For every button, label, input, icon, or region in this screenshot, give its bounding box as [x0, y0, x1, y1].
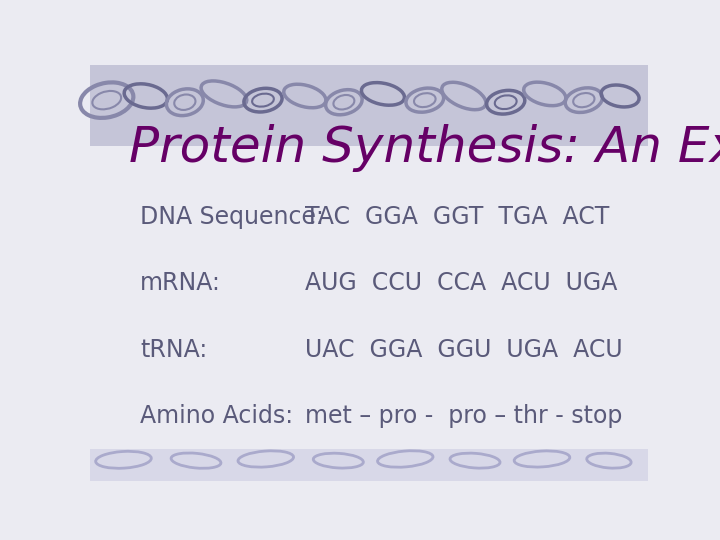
Ellipse shape: [573, 93, 595, 107]
Ellipse shape: [333, 95, 354, 110]
Text: Protein Synthesis: An Example: Protein Synthesis: An Example: [129, 124, 720, 172]
Text: mRNA:: mRNA:: [140, 271, 221, 295]
Text: UAC  GGA  GGU  UGA  ACU: UAC GGA GGU UGA ACU: [305, 338, 623, 362]
Ellipse shape: [174, 94, 195, 110]
Text: tRNA:: tRNA:: [140, 338, 207, 362]
Text: Amino Acids:: Amino Acids:: [140, 404, 293, 428]
Ellipse shape: [414, 93, 436, 107]
Text: AUG  CCU  CCA  ACU  UGA: AUG CCU CCA ACU UGA: [305, 271, 617, 295]
Text: DNA Sequence:: DNA Sequence:: [140, 205, 324, 228]
Ellipse shape: [495, 96, 517, 109]
Ellipse shape: [92, 91, 121, 109]
Text: met – pro -  pro – thr - stop: met – pro - pro – thr - stop: [305, 404, 622, 428]
Ellipse shape: [252, 93, 274, 107]
Bar: [90, 65, 648, 146]
Text: TAC  GGA  GGT  TGA  ACT: TAC GGA GGT TGA ACT: [305, 205, 609, 228]
Bar: [90, 449, 648, 481]
